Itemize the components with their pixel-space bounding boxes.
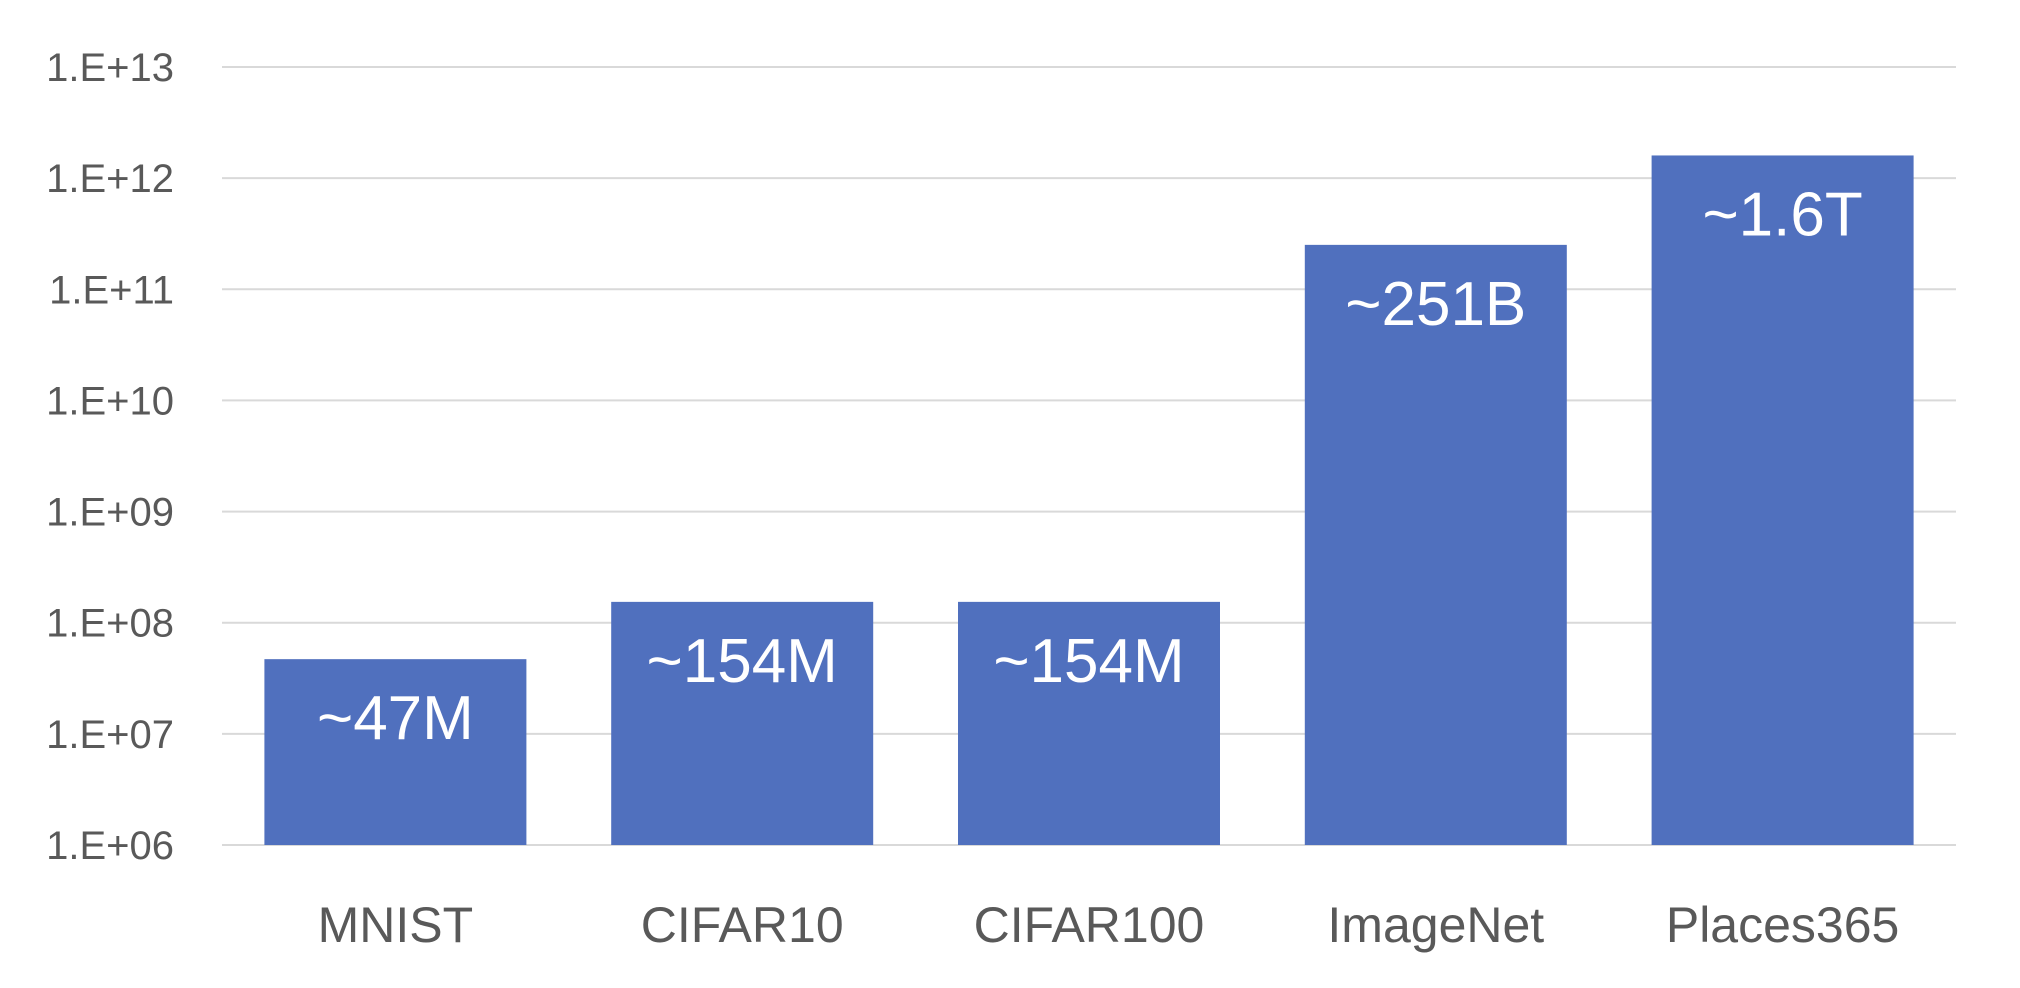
y-tick-label: 1.E+09: [46, 491, 174, 535]
y-tick-label: 1.E+10: [46, 379, 174, 423]
y-axis: 1.E+06 1.E+07 1.E+08 1.E+09 1.E+10 1.E+11 1.E+…: [46, 46, 174, 868]
data-label: ~154M: [993, 627, 1184, 696]
x-tick-label: CIFAR100: [974, 897, 1205, 953]
y-tick-label: 1.E+08: [46, 602, 174, 646]
bar-imagenet: [1304, 244, 1567, 845]
y-tick-label: 1.E+11: [49, 268, 174, 312]
x-tick-label: MNIST: [318, 897, 474, 953]
y-tick-label: 1.E+07: [46, 713, 174, 757]
bars: [264, 155, 1914, 846]
data-label: ~47M: [317, 684, 474, 753]
bar-cifar10: [611, 601, 874, 845]
x-tick-label: ImageNet: [1327, 897, 1544, 953]
x-tick-label: CIFAR10: [641, 897, 844, 953]
x-axis: MNIST CIFAR10 CIFAR100 ImageNet Places365: [318, 897, 1900, 953]
data-labels: ~47M ~154M ~154M ~251B ~1.6T: [317, 180, 1863, 753]
y-tick-label: 1.E+06: [46, 824, 174, 868]
data-label: ~1.6T: [1702, 180, 1862, 249]
bar-cifar100: [958, 601, 1220, 845]
x-tick-label: Places365: [1666, 897, 1900, 953]
y-tick-label: 1.E+12: [46, 157, 174, 201]
bar-places365: [1651, 155, 1914, 846]
y-tick-label: 1.E+13: [46, 46, 174, 90]
bar-mnist: [264, 659, 527, 845]
data-label: ~154M: [647, 627, 838, 696]
data-label: ~251B: [1345, 270, 1526, 339]
